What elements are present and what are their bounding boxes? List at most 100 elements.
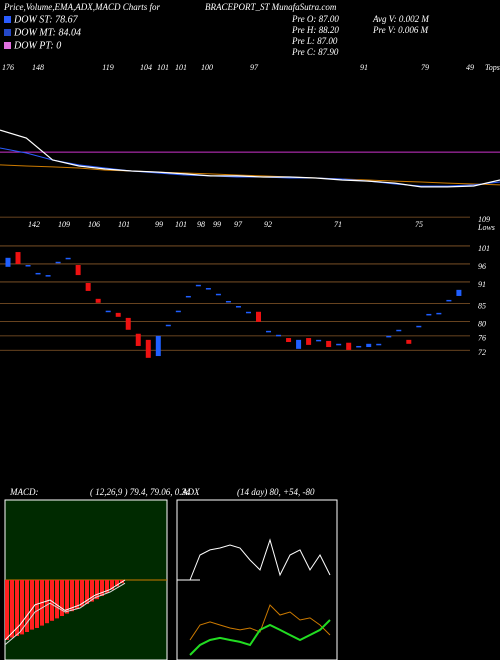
candle xyxy=(75,265,81,276)
lows-label: Lows xyxy=(477,223,495,232)
macd-bar xyxy=(5,580,9,640)
candle xyxy=(175,310,181,313)
y-tick-label: 80 xyxy=(478,319,486,328)
legend-label: DOW MT: 84.04 xyxy=(13,27,81,38)
site-title: BRACEPORT_ST MunafaSutra.com xyxy=(205,2,337,12)
candle xyxy=(195,284,201,287)
candle xyxy=(25,265,31,267)
candle xyxy=(346,342,352,350)
adx-line xyxy=(189,538,331,581)
macd-bar xyxy=(25,580,29,632)
top-label: 104 xyxy=(140,63,152,72)
candle xyxy=(55,261,61,264)
low-label: 71 xyxy=(334,220,342,229)
candle xyxy=(386,335,392,338)
candle xyxy=(95,298,101,303)
legend-swatch xyxy=(4,42,11,49)
legend-label: DOW PT: 0 xyxy=(13,40,61,51)
candle xyxy=(65,257,71,260)
candle xyxy=(356,345,362,348)
candle xyxy=(396,329,402,332)
price-line xyxy=(0,129,500,188)
macd-bar xyxy=(85,580,89,604)
candle xyxy=(225,300,231,303)
candle xyxy=(306,338,312,345)
macd-bar xyxy=(75,580,79,609)
y-tick-label: 76 xyxy=(478,334,486,343)
candle xyxy=(105,310,111,313)
macd-line xyxy=(4,582,126,646)
macd-bar xyxy=(50,580,54,621)
low-label: 92 xyxy=(264,220,272,229)
candle xyxy=(256,311,261,322)
candle xyxy=(165,324,171,327)
low-label: 99 xyxy=(213,220,221,229)
candle xyxy=(406,339,412,344)
candle xyxy=(15,252,21,264)
candle xyxy=(245,311,251,314)
adx-line xyxy=(189,619,331,656)
candle xyxy=(125,317,131,330)
candle xyxy=(436,312,442,315)
macd-line xyxy=(4,579,126,641)
info-text: Avg V: 0.002 M xyxy=(372,14,429,24)
low-label: 142 xyxy=(28,220,40,229)
page-title: Price,Volume,EMA,ADX,MACD Charts for xyxy=(3,2,160,12)
macd-params: ( 12,26,9 ) 79.4, 79.06, 0.34 xyxy=(90,487,191,497)
macd-bar xyxy=(65,580,69,614)
info-text: Pre V: 0.006 M xyxy=(372,25,429,35)
y-tick-label: 101 xyxy=(478,244,490,253)
macd-bar xyxy=(100,580,104,596)
info-text: Pre L: 87.00 xyxy=(291,36,338,46)
legend-label: DOW ST: 78.67 xyxy=(13,14,79,25)
adx-title: ADX xyxy=(181,487,200,497)
macd-bar xyxy=(15,580,19,636)
legend-swatch xyxy=(4,29,11,36)
candle xyxy=(115,312,121,317)
candle xyxy=(5,257,11,267)
top-label: 101 xyxy=(157,63,169,72)
candle xyxy=(185,295,191,298)
low-label: 98 xyxy=(197,220,205,229)
candle xyxy=(276,334,282,337)
low-label: 97 xyxy=(234,220,243,229)
macd-bar xyxy=(10,580,14,638)
macd-bar xyxy=(110,580,114,590)
y-tick-label: 96 xyxy=(478,262,486,271)
top-label: 119 xyxy=(102,63,113,72)
info-text: Pre C: 87.90 xyxy=(291,47,339,57)
macd-bar xyxy=(80,580,84,607)
candle xyxy=(456,289,462,296)
price-line xyxy=(0,164,500,186)
adx-line xyxy=(189,604,331,641)
legend-swatch xyxy=(4,16,11,23)
macd-title: MACD: xyxy=(9,487,39,497)
candle xyxy=(135,333,141,346)
price-line xyxy=(0,147,500,187)
macd-bar xyxy=(55,580,59,619)
candle xyxy=(85,283,91,291)
y-tick-label: 91 xyxy=(478,280,486,289)
candle xyxy=(35,272,41,275)
top-label: 176 xyxy=(2,63,14,72)
macd-bar xyxy=(95,580,99,600)
candle xyxy=(145,339,151,358)
top-label: 97 xyxy=(250,63,259,72)
tops-label: Tops xyxy=(485,63,500,72)
adx-params: (14 day) 80, +54, -80 xyxy=(237,487,315,497)
top-label: 79 xyxy=(421,63,429,72)
top-label: 148 xyxy=(32,63,44,72)
candle xyxy=(215,293,221,296)
low-label: 101 xyxy=(118,220,130,229)
low-label: 75 xyxy=(415,220,423,229)
macd-bar xyxy=(70,580,74,612)
macd-bar xyxy=(115,580,119,587)
candle xyxy=(366,343,372,348)
top-label: 101 xyxy=(175,63,187,72)
y-tick-label: 72 xyxy=(478,348,486,357)
candle xyxy=(286,338,292,343)
low-label: 99 xyxy=(155,220,163,229)
macd-bar xyxy=(45,580,49,624)
info-text: Pre H: 88.20 xyxy=(291,25,339,35)
candle xyxy=(155,335,161,357)
